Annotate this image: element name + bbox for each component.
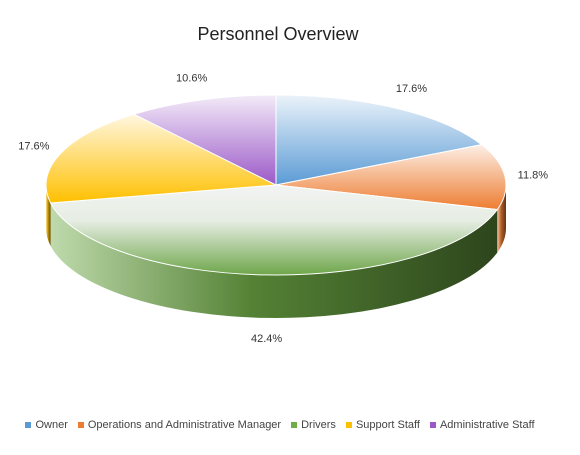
chart-title: Personnel Overview — [197, 24, 359, 44]
legend-item: Drivers — [291, 419, 336, 431]
data-label: 17.6% — [18, 141, 49, 153]
legend-item: Operations and Administrative Manager — [77, 419, 282, 431]
pie-slice-operations-and-administrative-manager — [275, 144, 507, 211]
legend-label: Drivers — [301, 419, 336, 431]
legend-label: Operations and Administrative Manager — [87, 419, 282, 431]
legend-swatch — [25, 422, 32, 428]
legend-label: Owner — [35, 419, 68, 431]
legend-item: Administrative Staff — [429, 419, 535, 431]
pie-slice-administrative-staff — [132, 94, 277, 186]
legend-swatch — [345, 422, 352, 428]
pie-data-labels: 17.6% 11.8% 42.4% 17.6% 10.6% — [18, 72, 548, 345]
legend: Owner Operations and Administrative Manag… — [0, 419, 560, 431]
pie-slice-drivers — [49, 184, 499, 276]
legend-item: Support Staff — [345, 419, 420, 431]
pie-side-drivers — [50, 202, 498, 318]
pie-slice-support-staff — [45, 113, 278, 204]
data-label: 17.6% — [396, 83, 427, 95]
pie-slices — [45, 94, 507, 276]
data-label: 42.4% — [251, 333, 282, 345]
legend-label: Administrative Staff — [439, 419, 535, 431]
pie-slice-owner — [275, 94, 483, 186]
legend-swatch — [291, 422, 298, 428]
pie-side-operations-and-administrative-manager — [497, 185, 506, 253]
pie-side-support-staff — [46, 185, 51, 246]
data-label: 10.6% — [176, 72, 207, 84]
pie-sides — [46, 185, 506, 318]
legend-swatch — [77, 422, 84, 428]
data-label: 11.8% — [518, 169, 549, 181]
legend-label: Support Staff — [355, 419, 420, 431]
legend-item: Owner — [25, 419, 68, 431]
legend-swatch — [429, 422, 436, 428]
